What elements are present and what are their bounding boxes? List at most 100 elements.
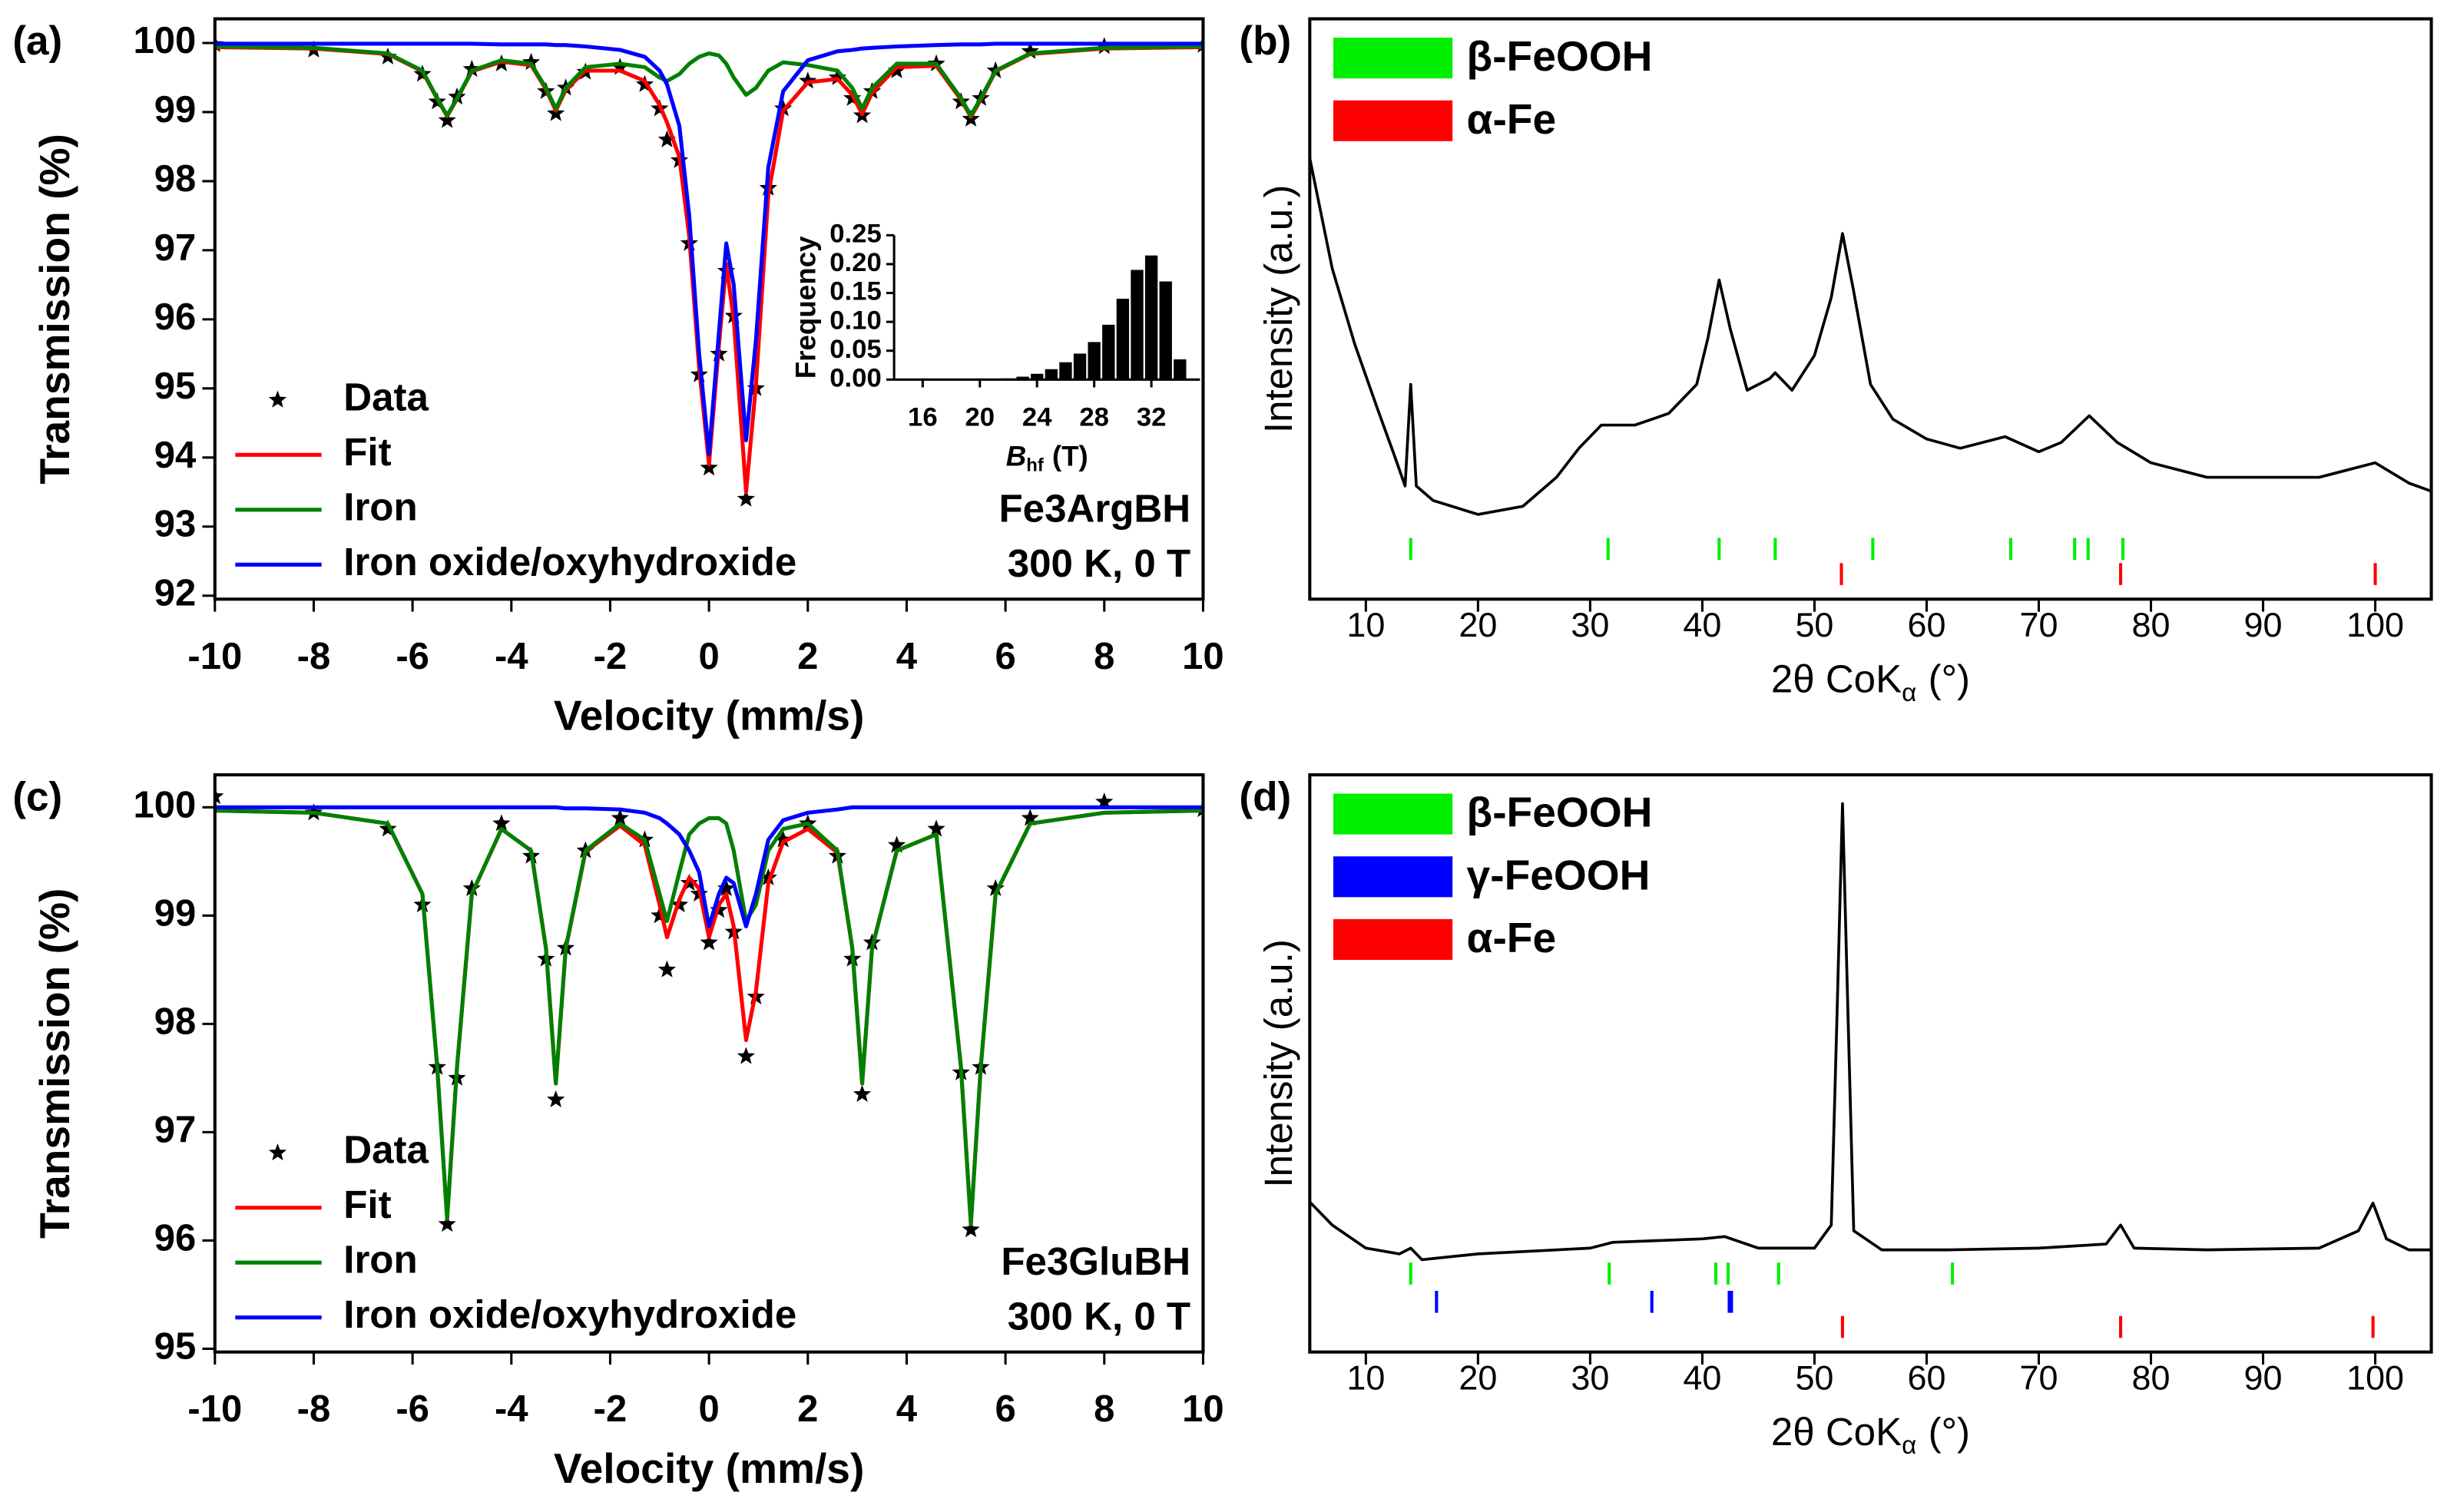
data-point xyxy=(1021,809,1039,826)
y-tick-label: 0.20 xyxy=(829,248,882,277)
y-axis-label: Transmission (%) xyxy=(31,888,78,1239)
y-tick-label: 95 xyxy=(154,366,197,407)
series-line xyxy=(214,45,1204,495)
x-tick-label: -10 xyxy=(187,636,242,677)
bar xyxy=(1159,281,1172,380)
x-tick-label: 8 xyxy=(1094,636,1114,677)
x-tick-label: 10 xyxy=(1346,605,1385,644)
data-point xyxy=(799,71,817,89)
y-axis-label: Transmission (%) xyxy=(31,134,78,484)
data-point xyxy=(438,1215,456,1232)
bar xyxy=(1073,353,1087,380)
x-tick-label: -8 xyxy=(297,636,331,677)
x-tick-label: 20 xyxy=(1459,1358,1497,1397)
data-point xyxy=(962,1220,980,1238)
x-axis-label-sub: hf xyxy=(1026,455,1044,476)
data-point xyxy=(1095,792,1114,810)
data-point xyxy=(700,933,718,951)
x-tick-label: 30 xyxy=(1571,605,1609,644)
legend-label: β-FeOOH xyxy=(1467,789,1653,836)
data-point xyxy=(462,59,481,78)
plot-frame xyxy=(213,17,1205,601)
x-tick-label: 40 xyxy=(1683,1358,1721,1397)
plot-frame xyxy=(1308,773,2433,1354)
y-axis-label: Intensity (a.u.) xyxy=(1257,939,1300,1187)
data-point xyxy=(927,819,945,837)
x-tick-label: -2 xyxy=(594,1388,627,1430)
x-axis-label-unit: (T) xyxy=(1052,440,1088,471)
data-point xyxy=(438,111,456,128)
y-tick-label: 0.00 xyxy=(829,363,882,392)
y-axis-label: Frequency xyxy=(790,236,821,379)
panel-label: (d) xyxy=(1239,775,1291,820)
series-line xyxy=(1310,157,2432,516)
x-tick-label: 70 xyxy=(2020,605,2058,644)
annotation: Fe3ArgBH xyxy=(999,486,1191,530)
y-tick-label: 97 xyxy=(154,1109,197,1150)
data-point xyxy=(214,786,224,805)
panel-label: (a) xyxy=(12,18,62,64)
bar xyxy=(1031,373,1044,380)
legend-label: Iron xyxy=(343,1238,417,1282)
x-axis-label-main: B xyxy=(1006,440,1027,471)
x-tick-label: 100 xyxy=(2346,1358,2404,1397)
data-point xyxy=(379,819,397,837)
x-tick-label: 20 xyxy=(1459,605,1497,644)
x-tick-label: -4 xyxy=(495,1388,528,1430)
y-tick-label: 0.15 xyxy=(829,277,882,306)
legend-swatch xyxy=(1333,793,1453,835)
bar xyxy=(1045,369,1058,380)
x-tick-label: 8 xyxy=(1094,1388,1114,1430)
bar xyxy=(1059,362,1072,380)
legend-label: Iron oxide/oxyhydroxide xyxy=(343,540,796,584)
x-tick-label: 2 xyxy=(797,636,818,677)
legend-label: Data xyxy=(343,1128,429,1172)
legend-label: α-Fe xyxy=(1467,914,1557,961)
data-point xyxy=(651,906,669,924)
data-point xyxy=(522,52,541,71)
y-tick-label: 95 xyxy=(154,1325,197,1367)
legend-swatch xyxy=(1333,38,1453,79)
bar xyxy=(1088,342,1101,380)
x-tick-label: 32 xyxy=(1137,403,1167,432)
y-tick-label: 94 xyxy=(154,435,197,476)
y-tick-label: 96 xyxy=(154,296,197,338)
series-line xyxy=(214,808,1204,1226)
x-axis-label-sub: α xyxy=(1902,679,1916,707)
data-point xyxy=(462,878,481,897)
data-point xyxy=(611,809,629,826)
plot-frame xyxy=(1308,17,2433,601)
data-point xyxy=(887,835,906,853)
x-axis-label-unit: (°) xyxy=(1929,1410,1970,1454)
legend-label: α-Fe xyxy=(1467,95,1557,143)
bar xyxy=(1174,359,1187,380)
annotation: 300 K, 0 T xyxy=(1008,541,1190,585)
x-axis-label: Velocity (mm/s) xyxy=(554,691,864,739)
data-point xyxy=(737,489,756,507)
legend-label: Fit xyxy=(343,1183,391,1226)
data-point xyxy=(759,868,777,885)
x-tick-label: -8 xyxy=(297,1388,331,1430)
data-point xyxy=(700,458,718,476)
data-point xyxy=(773,830,793,848)
x-tick-label: 60 xyxy=(1907,605,1945,644)
y-tick-label: 96 xyxy=(154,1217,197,1259)
x-axis-label-sub: α xyxy=(1902,1431,1916,1460)
x-tick-label: 4 xyxy=(896,636,917,677)
x-tick-label: 10 xyxy=(1346,1358,1385,1397)
data-point xyxy=(828,68,847,85)
bar xyxy=(1131,270,1144,380)
x-tick-label: -2 xyxy=(594,636,627,677)
x-tick-label: 90 xyxy=(2244,1358,2283,1397)
x-tick-label: 70 xyxy=(2020,1358,2058,1397)
panel-label: (b) xyxy=(1239,18,1291,64)
x-tick-label: 40 xyxy=(1683,605,1721,644)
x-axis-label-main: Velocity (mm/s) xyxy=(554,1444,864,1491)
data-point xyxy=(657,960,677,978)
x-tick-label: 30 xyxy=(1571,1358,1609,1397)
y-tick-label: 99 xyxy=(154,89,197,131)
x-tick-label: 20 xyxy=(965,403,995,432)
y-tick-label: 98 xyxy=(154,158,197,200)
y-tick-label: 100 xyxy=(134,20,197,61)
